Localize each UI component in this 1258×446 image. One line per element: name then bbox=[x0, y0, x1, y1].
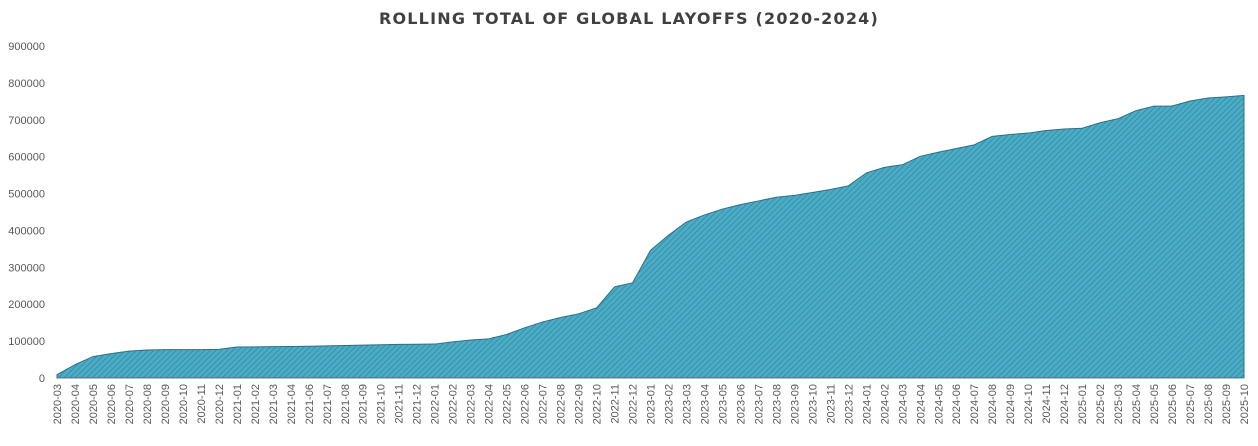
x-tick-label: 2023-01 bbox=[646, 384, 658, 424]
x-tick-label: 2022-01 bbox=[430, 384, 442, 424]
x-tick-label: 2020-10 bbox=[178, 384, 190, 424]
x-tick-label: 2024-09 bbox=[1005, 384, 1017, 424]
x-tick-label: 2023-07 bbox=[753, 384, 765, 424]
x-tick-label: 2023-12 bbox=[843, 384, 855, 424]
x-tick-label: 2022-07 bbox=[538, 384, 550, 424]
x-tick-label: 2024-12 bbox=[1059, 384, 1071, 424]
x-tick-label: 2021-12 bbox=[412, 384, 424, 424]
y-tick-label: 300000 bbox=[8, 262, 45, 274]
x-tick-label: 2025-07 bbox=[1185, 384, 1197, 424]
x-tick-label: 2022-10 bbox=[592, 384, 604, 424]
y-tick-label: 500000 bbox=[8, 189, 45, 201]
x-tick-label: 2024-07 bbox=[969, 384, 981, 424]
x-tick-label: 2022-04 bbox=[484, 384, 496, 424]
x-tick-label: 2023-10 bbox=[807, 384, 819, 424]
x-tick-label: 2022-08 bbox=[556, 384, 568, 424]
x-tick-label: 2020-06 bbox=[106, 384, 118, 424]
x-tick-label: 2022-03 bbox=[466, 384, 478, 424]
x-tick-label: 2020-03 bbox=[52, 384, 64, 424]
x-tick-label: 2024-03 bbox=[897, 384, 909, 424]
x-tick-label: 2021-02 bbox=[250, 384, 262, 424]
x-tick-label: 2025-08 bbox=[1203, 384, 1215, 424]
x-tick-label: 2025-01 bbox=[1077, 384, 1089, 424]
x-tick-label: 2024-04 bbox=[915, 384, 927, 424]
x-tick-label: 2022-11 bbox=[610, 384, 622, 424]
x-tick-label: 2020-09 bbox=[160, 384, 172, 424]
x-tick-label: 2023-09 bbox=[789, 384, 801, 424]
x-tick-label: 2021-07 bbox=[322, 384, 334, 424]
x-tick-label: 2023-05 bbox=[717, 384, 729, 424]
y-tick-label: 700000 bbox=[8, 115, 45, 127]
x-tick-label: 2025-09 bbox=[1221, 384, 1233, 424]
x-tick-label: 2023-04 bbox=[699, 384, 711, 424]
y-tick-label: 800000 bbox=[8, 78, 45, 90]
x-tick-label: 2024-05 bbox=[933, 384, 945, 424]
x-tick-label: 2021-04 bbox=[286, 384, 298, 424]
x-tick-label: 2020-12 bbox=[214, 384, 226, 424]
x-tick-label: 2021-06 bbox=[304, 384, 316, 424]
x-tick-label: 2023-11 bbox=[825, 384, 837, 424]
x-tick-label: 2022-09 bbox=[574, 384, 586, 424]
x-axis: 2020-03 2020-04 2020-05 2020-06 2020-07 2020-… bbox=[52, 378, 1251, 424]
x-tick-label: 2020-05 bbox=[88, 384, 100, 424]
y-tick-label: 900000 bbox=[8, 41, 45, 53]
chart-title: ROLLING TOTAL OF GLOBAL LAYOFFS (2020-20… bbox=[378, 9, 880, 28]
area-fill bbox=[56, 94, 1245, 379]
y-tick-label: 200000 bbox=[8, 299, 45, 311]
x-tick-label: 2020-07 bbox=[124, 384, 136, 424]
y-tick-label: 100000 bbox=[8, 336, 45, 348]
x-tick-label: 2024-08 bbox=[987, 384, 999, 424]
x-tick-label: 2025-02 bbox=[1095, 384, 1107, 424]
x-tick-label: 2025-05 bbox=[1149, 384, 1161, 424]
x-tick-label: 2024-02 bbox=[879, 384, 891, 424]
x-tick-label: 2021-09 bbox=[358, 384, 370, 424]
x-tick-label: 2023-03 bbox=[681, 384, 693, 424]
x-tick-label: 2022-12 bbox=[628, 384, 640, 424]
x-tick-label: 2020-04 bbox=[70, 384, 82, 424]
x-tick-label: 2024-11 bbox=[1041, 384, 1053, 424]
x-tick-label: 2022-06 bbox=[520, 384, 532, 424]
x-tick-label: 2025-03 bbox=[1113, 384, 1125, 424]
area-series bbox=[56, 94, 1245, 379]
y-axis: 0 100000 200000 300000 400000 500000 600000 700… bbox=[8, 41, 45, 385]
x-tick-label: 2023-06 bbox=[735, 384, 747, 424]
x-tick-label: 2021-01 bbox=[232, 384, 244, 424]
x-tick-label: 2025-04 bbox=[1131, 384, 1143, 424]
y-tick-label: 400000 bbox=[8, 225, 45, 237]
y-tick-label: 600000 bbox=[8, 152, 45, 164]
x-tick-label: 2024-06 bbox=[951, 384, 963, 424]
x-tick-label: 2020-11 bbox=[196, 384, 208, 424]
x-tick-label: 2022-05 bbox=[502, 384, 514, 424]
x-tick-label: 2021-03 bbox=[268, 384, 280, 424]
x-tick-label: 2021-11 bbox=[394, 384, 406, 424]
x-tick-label: 2024-10 bbox=[1023, 384, 1035, 424]
x-tick-label: 2023-02 bbox=[663, 384, 675, 424]
x-tick-label: 2021-08 bbox=[340, 384, 352, 424]
x-tick-label: 2022-02 bbox=[448, 384, 460, 424]
x-tick-label: 2023-08 bbox=[771, 384, 783, 424]
x-tick-label: 2020-08 bbox=[142, 384, 154, 424]
y-tick-label: 0 bbox=[39, 373, 45, 385]
x-tick-label: 2025-10 bbox=[1239, 384, 1251, 424]
x-tick-label: 2025-06 bbox=[1167, 384, 1179, 424]
x-tick-label: 2021-10 bbox=[376, 384, 388, 424]
x-tick-label: 2024-01 bbox=[861, 384, 873, 424]
